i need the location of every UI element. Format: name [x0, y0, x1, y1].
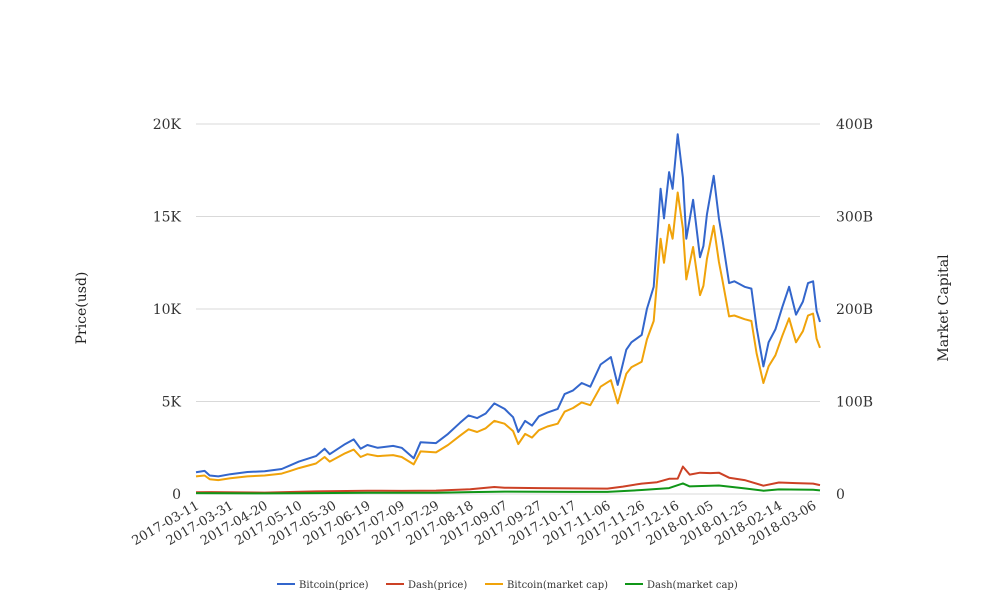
legend-label: Bitcoin(market cap) [507, 580, 608, 591]
y-tick-label: 20K [153, 117, 182, 133]
legend: Bitcoin(price) Dash(price) Bitcoin(market … [277, 580, 738, 591]
y-tick-label: 15K [153, 210, 182, 226]
legend-label: Dash(price) [408, 580, 467, 591]
y2-tick-label: 300B [836, 210, 873, 226]
y-axis-left-title: Price(usd) [74, 272, 90, 345]
y-tick-label: 5K [162, 395, 182, 411]
legend-label: Bitcoin(price) [299, 580, 369, 591]
y-axis-left-ticks: 0 5K 10K 15K 20K [153, 117, 182, 503]
gridlines [196, 123, 820, 495]
series-line-dash-market-cap [195, 482, 821, 495]
y-tick-label: 10K [153, 302, 182, 318]
y2-tick-label: 100B [836, 395, 873, 411]
y-tick-label: 0 [172, 487, 181, 503]
series-line-dash-price [195, 465, 821, 494]
x-axis-ticks: 2017-03-112017-03-312017-04-202017-05-10… [130, 498, 820, 548]
legend-label: Dash(market cap) [647, 580, 738, 591]
y2-tick-label: 200B [836, 302, 873, 318]
y2-tick-label: 400B [836, 117, 873, 133]
y-axis-right-title: Market Capital [936, 254, 952, 362]
series-line-bitcoin-price [195, 133, 821, 478]
y-axis-right-ticks: 0 100B 200B 300B 400B [836, 117, 873, 503]
series-lines [195, 133, 821, 495]
y2-tick-label: 0 [836, 487, 845, 503]
series-line-bitcoin-market-cap [195, 191, 821, 482]
